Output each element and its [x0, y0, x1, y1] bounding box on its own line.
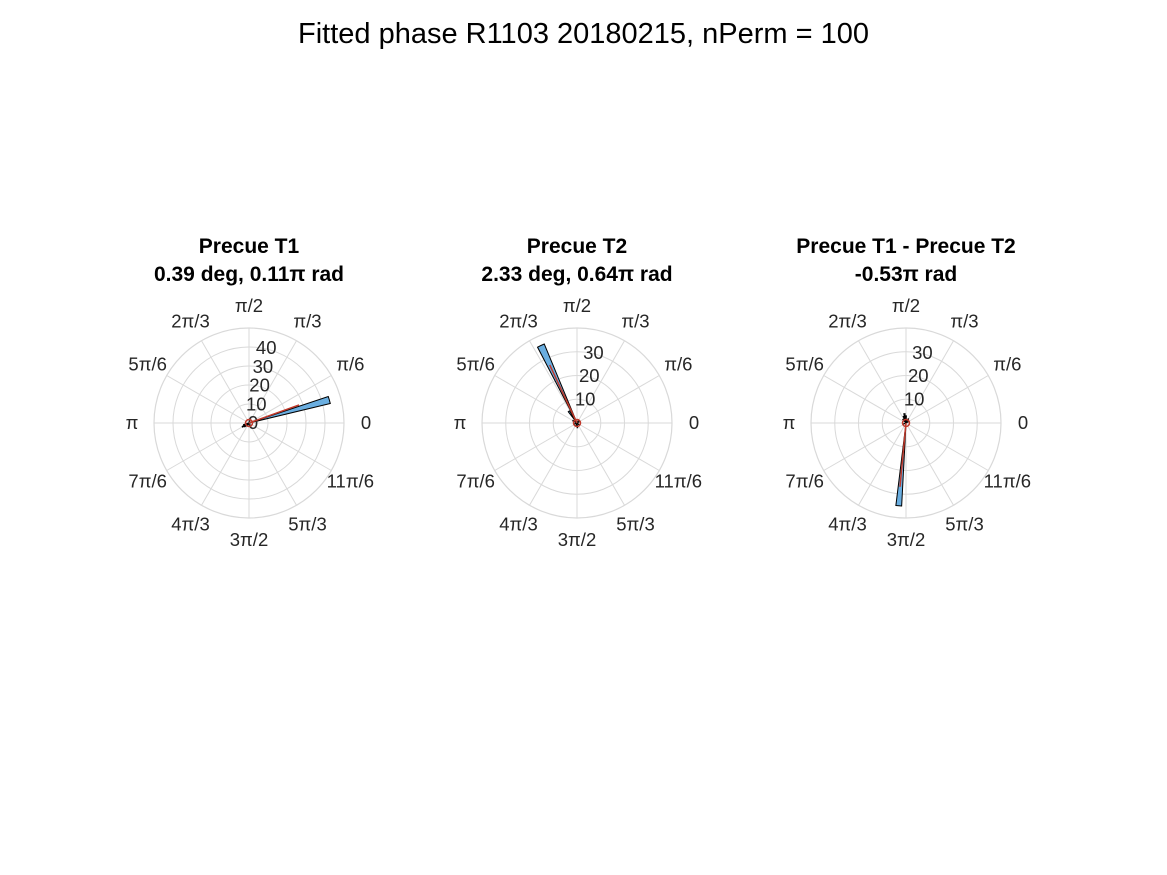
figure-title: Fitted phase R1103 20180215, nPerm = 100 — [297, 18, 869, 50]
theta-tick-label: 4π/3 — [828, 513, 866, 534]
theta-tick-label: π — [126, 412, 139, 433]
grid-spoke — [823, 375, 907, 424]
grid-spoke — [166, 422, 250, 471]
grid-spoke — [576, 340, 625, 424]
subplot-title-line-2: 2.33 deg, 0.64π rad — [481, 263, 672, 286]
r-tick-label: 20 — [579, 365, 600, 386]
grid-spoke — [858, 340, 907, 424]
grid-spoke — [858, 422, 907, 506]
theta-tick-label: 7π/6 — [785, 471, 823, 492]
subplot-title-line-1: Precue T2 — [527, 235, 627, 258]
theta-tick-label: 2π/3 — [171, 311, 209, 332]
theta-tick-label: 11π/6 — [984, 471, 1031, 492]
theta-tick-label: 11π/6 — [655, 471, 702, 492]
grid-spoke — [576, 375, 660, 424]
grid-spoke — [576, 422, 660, 471]
theta-tick-label: 7π/6 — [128, 471, 166, 492]
theta-tick-label: 0 — [361, 412, 371, 433]
theta-tick-label: 4π/3 — [499, 513, 537, 534]
grid-spoke — [494, 375, 578, 424]
grid-spoke — [248, 340, 297, 424]
r-tick-label: 20 — [908, 365, 929, 386]
theta-tick-label: 5π/3 — [616, 513, 654, 534]
r-tick-label: 30 — [253, 356, 274, 377]
theta-tick-label: 11π/6 — [327, 471, 374, 492]
theta-tick-label: π/2 — [563, 295, 591, 316]
histogram-bar — [905, 420, 909, 424]
theta-tick-label: π/6 — [664, 354, 692, 375]
theta-tick-label: π/6 — [993, 354, 1021, 375]
theta-tick-label: 0 — [689, 412, 699, 433]
center-marker — [244, 418, 254, 428]
mean-direction-line — [248, 404, 300, 424]
theta-tick-label: π — [454, 412, 467, 433]
theta-tick-label: 4π/3 — [171, 513, 209, 534]
r-tick-label: 20 — [249, 375, 270, 396]
grid-spoke — [905, 340, 954, 424]
theta-tick-label: 7π/6 — [456, 471, 494, 492]
grid-spoke — [248, 422, 297, 506]
r-tick-label: 30 — [912, 342, 933, 363]
theta-tick-label: 2π/3 — [499, 311, 537, 332]
theta-tick-label: π — [783, 412, 796, 433]
r-tick-label: 10 — [904, 389, 925, 410]
grid-spoke — [576, 422, 625, 506]
subplot-title-line-1: Precue T1 — [199, 235, 300, 258]
theta-tick-label: 5π/6 — [456, 354, 494, 375]
grid-spoke — [166, 375, 250, 424]
theta-tick-label: π/2 — [235, 295, 263, 316]
theta-tick-label: π/3 — [950, 311, 978, 332]
theta-tick-label: π/3 — [621, 311, 649, 332]
theta-tick-label: 5π/3 — [288, 513, 326, 534]
theta-tick-label: 2π/3 — [828, 311, 866, 332]
grid-spoke — [248, 422, 332, 471]
mean-direction-line — [549, 364, 578, 424]
center-marker — [901, 418, 911, 428]
r-tick-label: 10 — [575, 389, 596, 410]
r-tick-label: 40 — [256, 337, 277, 358]
theta-tick-label: 0 — [1018, 412, 1028, 433]
theta-tick-label: π/2 — [892, 295, 920, 316]
center-marker — [572, 418, 582, 428]
histogram-bar — [576, 422, 580, 426]
r-tick-label: 10 — [246, 393, 267, 414]
subplot-title-line-2: 0.39 deg, 0.11π rad — [154, 263, 344, 286]
subplot-title-line-2: -0.53π rad — [855, 263, 957, 286]
polar-subplot-1: Precue T1 0.39 deg, 0.11π rad 0 π/6 π/3 π/2 2π… — [126, 235, 374, 550]
grid-spoke — [529, 340, 578, 424]
theta-tick-label: π/6 — [336, 354, 364, 375]
mean-direction-line — [899, 422, 907, 487]
grid-spoke — [905, 422, 989, 471]
subplot-title-line-1: Precue T1 - Precue T2 — [796, 235, 1015, 258]
theta-tick-label: 5π/3 — [945, 513, 983, 534]
theta-tick-label: 3π/2 — [887, 529, 925, 550]
grid-spoke — [905, 375, 989, 424]
theta-tick-label: 3π/2 — [558, 529, 596, 550]
grid-spoke — [248, 375, 332, 424]
polar-subplot-2: Precue T2 2.33 deg, 0.64π rad 0 π/6 π/3 π/2 2π… — [454, 235, 702, 550]
r-tick-label: 30 — [583, 342, 604, 363]
grid-spoke — [905, 422, 954, 506]
grid-spoke — [201, 340, 250, 424]
grid-spoke — [823, 422, 907, 471]
theta-tick-label: 3π/2 — [230, 529, 268, 550]
theta-tick-label: 5π/6 — [128, 354, 166, 375]
grid-spoke — [494, 422, 578, 471]
grid-spoke — [201, 422, 250, 506]
grid-spoke — [529, 422, 578, 506]
polar-subplot-3: Precue T1 - Precue T2 -0.53π rad 0 π/6 π/3 π/… — [783, 235, 1031, 550]
theta-tick-label: π/3 — [293, 311, 321, 332]
theta-tick-label: 5π/6 — [785, 354, 823, 375]
